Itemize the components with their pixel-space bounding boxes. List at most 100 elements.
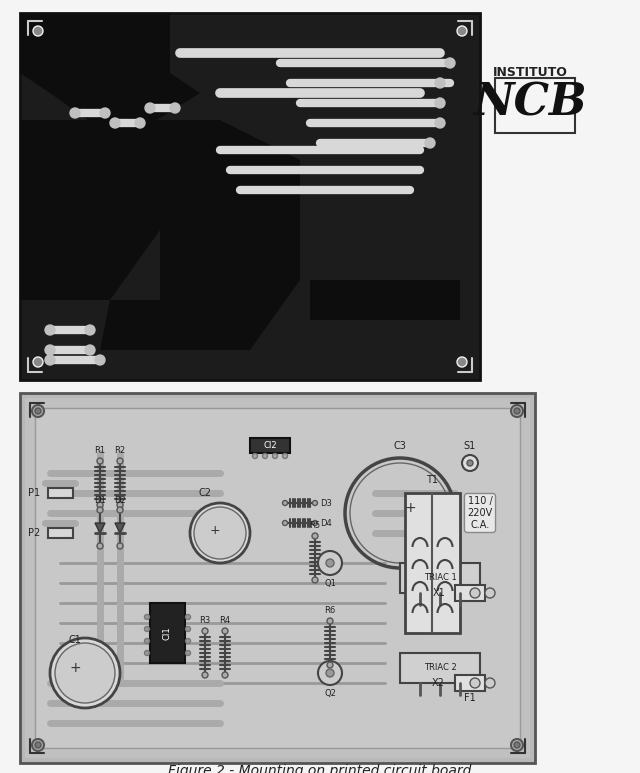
- Text: +: +: [404, 501, 416, 515]
- Circle shape: [273, 454, 278, 458]
- Circle shape: [70, 108, 80, 118]
- Text: TRIAC 2: TRIAC 2: [424, 663, 456, 673]
- Circle shape: [145, 103, 155, 113]
- Text: +: +: [210, 525, 220, 537]
- Circle shape: [202, 628, 208, 634]
- Circle shape: [457, 26, 467, 36]
- Circle shape: [222, 672, 228, 678]
- Bar: [250, 438, 290, 453]
- Text: Figure 2 - Mounting on printed circuit board: Figure 2 - Mounting on printed circuit b…: [168, 764, 472, 773]
- Bar: [455, 585, 485, 601]
- Circle shape: [511, 739, 523, 751]
- Circle shape: [312, 533, 318, 539]
- Circle shape: [485, 588, 495, 598]
- Circle shape: [435, 118, 445, 128]
- Circle shape: [282, 520, 287, 526]
- Bar: [20, 13, 480, 380]
- Circle shape: [435, 98, 445, 108]
- Circle shape: [485, 678, 495, 688]
- Text: D3: D3: [320, 499, 332, 508]
- Circle shape: [55, 643, 115, 703]
- Bar: [405, 493, 460, 633]
- Circle shape: [202, 672, 208, 678]
- Circle shape: [511, 405, 523, 417]
- Text: CI2: CI2: [263, 441, 277, 450]
- Circle shape: [45, 345, 55, 355]
- Text: T1: T1: [426, 475, 438, 485]
- Bar: [455, 678, 485, 688]
- Polygon shape: [310, 280, 460, 320]
- Bar: [48, 488, 73, 498]
- Circle shape: [145, 626, 150, 632]
- Circle shape: [145, 651, 150, 656]
- Circle shape: [326, 669, 334, 677]
- Text: X2: X2: [432, 678, 445, 688]
- Text: P2: P2: [28, 528, 40, 538]
- Text: C3: C3: [394, 441, 406, 451]
- Text: X1: X1: [432, 588, 445, 598]
- Circle shape: [312, 520, 317, 526]
- Circle shape: [312, 500, 317, 506]
- Circle shape: [445, 58, 455, 68]
- Circle shape: [514, 742, 520, 748]
- Circle shape: [467, 460, 473, 466]
- Text: +: +: [69, 661, 81, 675]
- Circle shape: [425, 138, 435, 148]
- Circle shape: [145, 615, 150, 619]
- Circle shape: [190, 503, 250, 563]
- Circle shape: [97, 507, 103, 513]
- Circle shape: [312, 577, 318, 583]
- Circle shape: [514, 408, 520, 414]
- Text: R3: R3: [200, 616, 211, 625]
- Text: TRIAC 1: TRIAC 1: [424, 574, 456, 583]
- Text: Q1: Q1: [324, 579, 336, 588]
- Text: C2: C2: [198, 488, 211, 498]
- Circle shape: [97, 543, 103, 549]
- Circle shape: [186, 651, 191, 656]
- Circle shape: [117, 507, 123, 513]
- Text: Q2: Q2: [324, 689, 336, 698]
- Circle shape: [117, 502, 123, 508]
- Text: R4: R4: [220, 616, 230, 625]
- Circle shape: [186, 626, 191, 632]
- Bar: [455, 675, 485, 691]
- Circle shape: [33, 357, 43, 367]
- Circle shape: [186, 638, 191, 643]
- Bar: [25, 398, 530, 758]
- Circle shape: [253, 454, 257, 458]
- Circle shape: [326, 559, 334, 567]
- Text: CI1: CI1: [163, 626, 172, 640]
- Circle shape: [85, 345, 95, 355]
- Circle shape: [194, 507, 246, 559]
- Circle shape: [145, 638, 150, 643]
- Text: R2: R2: [115, 446, 125, 455]
- Circle shape: [97, 502, 103, 508]
- Circle shape: [135, 118, 145, 128]
- Circle shape: [470, 588, 480, 598]
- Text: R1: R1: [95, 446, 106, 455]
- Circle shape: [50, 638, 120, 708]
- Bar: [150, 603, 185, 663]
- Text: 110 /
220V
C.A.: 110 / 220V C.A.: [467, 496, 493, 530]
- Circle shape: [457, 357, 467, 367]
- Circle shape: [100, 108, 110, 118]
- Polygon shape: [20, 13, 200, 143]
- Text: P1: P1: [28, 488, 40, 498]
- Circle shape: [32, 739, 44, 751]
- Circle shape: [318, 661, 342, 685]
- Circle shape: [45, 355, 55, 365]
- Circle shape: [435, 78, 445, 88]
- Circle shape: [282, 500, 287, 506]
- Circle shape: [186, 615, 191, 619]
- Circle shape: [282, 454, 287, 458]
- Text: D4: D4: [320, 519, 332, 527]
- Circle shape: [45, 325, 55, 335]
- Text: NCB: NCB: [473, 81, 587, 124]
- Circle shape: [35, 408, 41, 414]
- Circle shape: [327, 618, 333, 624]
- Circle shape: [95, 355, 105, 365]
- Text: C1: C1: [68, 635, 81, 645]
- Circle shape: [327, 662, 333, 668]
- Circle shape: [170, 103, 180, 113]
- Bar: [20, 393, 535, 763]
